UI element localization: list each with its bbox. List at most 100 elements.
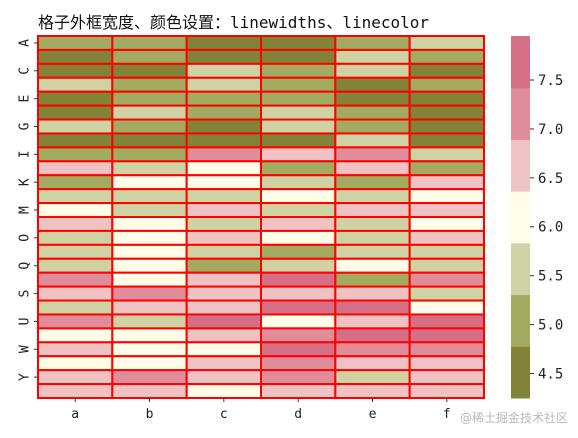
heatmap-cell — [185, 62, 263, 79]
colorbar-tick-label: 6.5 — [538, 171, 563, 187]
heatmap-cell — [37, 271, 114, 288]
heatmap-cell — [408, 146, 485, 163]
heatmap-cell — [37, 35, 114, 51]
heatmap-cell — [185, 383, 263, 400]
heatmap-cell — [408, 104, 485, 121]
heatmap-cell — [185, 313, 263, 330]
heatmap-cell — [185, 104, 263, 121]
y-tick-label: E — [18, 95, 33, 103]
heatmap-cell — [260, 383, 337, 400]
heatmap-cell — [260, 327, 337, 344]
heatmap-cell — [334, 341, 411, 358]
x-tick-label: f — [443, 407, 451, 422]
heatmap-cell — [185, 90, 263, 107]
heatmap-cell — [334, 35, 411, 51]
x-axis: a b c d e f — [71, 398, 451, 422]
heatmap-cell — [334, 76, 411, 93]
heatmap-cell — [185, 285, 263, 302]
heatmap-cell — [111, 202, 188, 218]
colorbar-tick-label: 5.0 — [538, 318, 563, 334]
heatmap-cell — [37, 146, 114, 163]
heatmap-cell — [260, 188, 337, 205]
colorbar-segment — [511, 139, 530, 192]
heatmap-cell — [111, 146, 188, 163]
heatmap-cell — [334, 62, 411, 79]
y-tick-label: Y — [18, 373, 33, 381]
heatmap-cell — [111, 48, 188, 65]
heatmap-cell — [260, 202, 337, 218]
x-tick-label: b — [146, 407, 154, 422]
heatmap-cell — [185, 76, 263, 93]
heatmap-cell — [37, 341, 114, 358]
y-tick-label: G — [18, 122, 33, 130]
heatmap-cell — [408, 174, 485, 191]
heatmap-cell — [185, 118, 263, 135]
heatmap-cell — [260, 369, 337, 386]
heatmap-cell — [260, 216, 337, 232]
heatmap-cell — [37, 132, 114, 149]
heatmap-cell — [37, 48, 114, 65]
heatmap-cell — [260, 257, 337, 274]
heatmap-cell — [185, 257, 263, 274]
heatmap-cell — [260, 48, 337, 65]
heatmap-cell — [37, 257, 114, 274]
heatmap-cell — [185, 132, 263, 149]
heatmap-cells — [37, 35, 485, 400]
colorbar-segment — [511, 346, 530, 399]
heatmap-cell — [111, 104, 188, 121]
colorbar-segment — [511, 294, 530, 347]
heatmap-cell — [111, 76, 188, 93]
heatmap-cell — [260, 104, 337, 121]
heatmap-cell — [111, 132, 188, 149]
heatmap-cell — [408, 160, 485, 177]
heatmap-cell — [334, 257, 411, 274]
heatmap-cell — [111, 355, 188, 372]
heatmap-cell — [111, 35, 188, 51]
heatmap-cell — [111, 90, 188, 107]
heatmap-cell — [111, 285, 188, 302]
heatmap-cell — [334, 299, 411, 316]
heatmap-cell — [111, 174, 188, 191]
heatmap-cell — [185, 369, 263, 386]
colorbar-tick-label: 7.0 — [538, 122, 563, 138]
heatmap-cell — [37, 229, 114, 246]
heatmap-cell — [185, 188, 263, 205]
heatmap-cell — [37, 243, 114, 260]
y-tick-label: S — [18, 290, 33, 298]
heatmap-cell — [260, 285, 337, 302]
heatmap-cell — [408, 202, 485, 218]
heatmap-cell — [408, 271, 485, 288]
heatmap-cell — [185, 271, 263, 288]
heatmap-cell — [37, 76, 114, 93]
heatmap-cell — [111, 118, 188, 135]
heatmap-cell — [185, 202, 263, 218]
heatmap-cell — [334, 369, 411, 386]
heatmap-cell — [408, 327, 485, 344]
colorbar-tick-label: 5.5 — [538, 269, 563, 285]
y-tick-label: A — [18, 39, 33, 47]
heatmap-cell — [111, 383, 188, 400]
heatmap-cell — [111, 188, 188, 205]
heatmap-cell — [37, 174, 114, 191]
y-tick-label: K — [18, 178, 33, 186]
heatmap-cell — [260, 299, 337, 316]
heatmap-cell — [185, 48, 263, 65]
heatmap-cell — [334, 229, 411, 246]
heatmap-cell — [334, 383, 411, 400]
y-tick-label: M — [18, 206, 33, 214]
heatmap-cell — [37, 216, 114, 232]
colorbar-tick-label: 7.5 — [538, 73, 563, 89]
colorbar-segment — [511, 191, 530, 244]
y-tick-label: Q — [18, 262, 33, 270]
heatmap-cell — [37, 313, 114, 330]
heatmap-cell — [111, 243, 188, 260]
heatmap-cell — [408, 299, 485, 316]
heatmap-cell — [408, 132, 485, 149]
heatmap-cell — [334, 118, 411, 135]
heatmap-cell — [334, 188, 411, 205]
heatmap-cell — [408, 229, 485, 246]
colorbar: 4.5 5.0 5.5 6.0 6.5 7.0 7.5 — [511, 36, 563, 399]
heatmap-cell — [408, 285, 485, 302]
heatmap-cell — [37, 202, 114, 218]
heatmap-cell — [260, 243, 337, 260]
